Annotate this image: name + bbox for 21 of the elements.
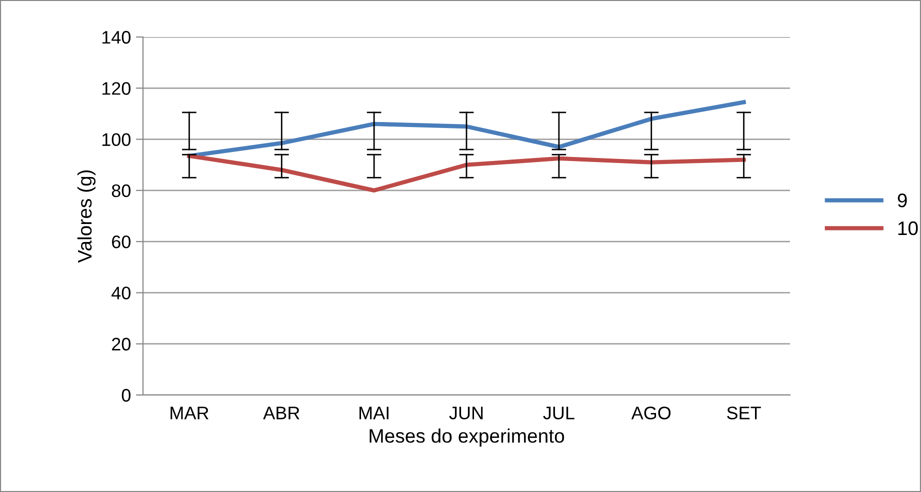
x-tick-label: JUL	[543, 406, 574, 420]
y-tick-label: 80	[112, 184, 130, 198]
y-tick-label: 60	[112, 236, 130, 248]
y-tick-label: 0	[122, 388, 130, 402]
x-tick-label: MAR	[170, 406, 208, 420]
x-tick-label: MAI	[360, 406, 388, 420]
y-tick-label: 20	[112, 338, 130, 351]
legend-label: 10	[898, 221, 918, 236]
x-tick-label: AGO	[631, 406, 671, 420]
y-tick-label: 120	[102, 82, 130, 95]
legend-label: 9	[898, 194, 907, 208]
x-axis-title: Meses do experimento	[370, 428, 564, 447]
x-tick-label: JUN	[449, 406, 483, 420]
y-tick-label: 100	[102, 133, 130, 146]
line-series	[187, 100, 746, 158]
y-tick-label: 40	[112, 286, 130, 300]
y-axis-title: Valores (g)	[77, 170, 96, 263]
y-tick-label: 140	[102, 30, 130, 44]
x-tick-label: ABR	[263, 406, 300, 420]
x-tick-label: SET	[727, 406, 761, 420]
line-series	[187, 154, 746, 193]
